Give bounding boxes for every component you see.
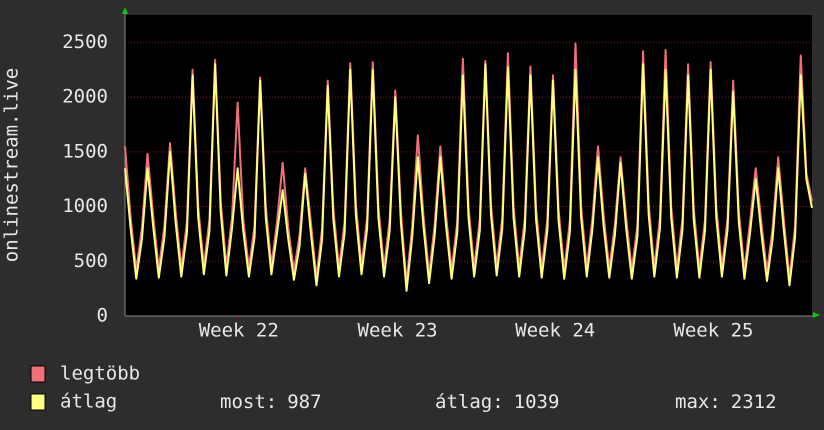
stat-value: 987 [287,391,321,413]
stat-label: átlag: [435,391,504,413]
stat: max: 2312 [675,391,777,413]
x-tick-label: Week 22 [199,320,279,342]
plot-area [125,15,812,316]
y-arrow [122,7,128,14]
stat: átlag: 1039 [435,391,559,413]
y-tick-label: 2500 [62,31,108,53]
x-tick-label: Week 25 [673,320,753,342]
series-line [124,63,813,292]
y-tick-label: 500 [74,250,108,272]
y-tick-label: 0 [97,305,108,327]
stat-label: max: [675,391,721,413]
stat-value: 2312 [731,391,777,413]
legend-label: átlag [60,391,117,413]
stat-label: most: [220,391,277,413]
y-tick-label: 1000 [62,195,108,217]
y-tick-label: 2000 [62,86,108,108]
y-axis-label: onlinestream.live [1,68,23,262]
legend-label: legtöbb [60,363,140,385]
stat-value: 1039 [514,391,560,413]
legend-swatch [30,365,46,383]
stat: most: 987 [220,391,322,413]
x-arrow [813,312,820,318]
legend-swatch [30,393,46,411]
x-tick-label: Week 23 [358,320,438,342]
y-tick-label: 1500 [62,140,108,162]
x-tick-label: Week 24 [515,320,595,342]
